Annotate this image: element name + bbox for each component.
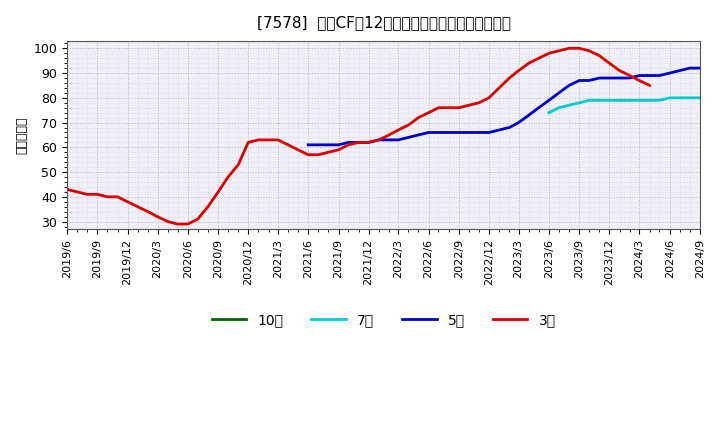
Y-axis label: （百万円）: （百万円）	[15, 116, 28, 154]
Title: [7578]  営業CFの12か月移動合計の標準偏差の推移: [7578] 営業CFの12か月移動合計の標準偏差の推移	[256, 15, 510, 30]
Line: 3年: 3年	[67, 48, 649, 224]
Legend: 10年, 7年, 5年, 3年: 10年, 7年, 5年, 3年	[206, 308, 561, 333]
Line: 7年: 7年	[549, 98, 700, 113]
Line: 5年: 5年	[308, 68, 700, 145]
